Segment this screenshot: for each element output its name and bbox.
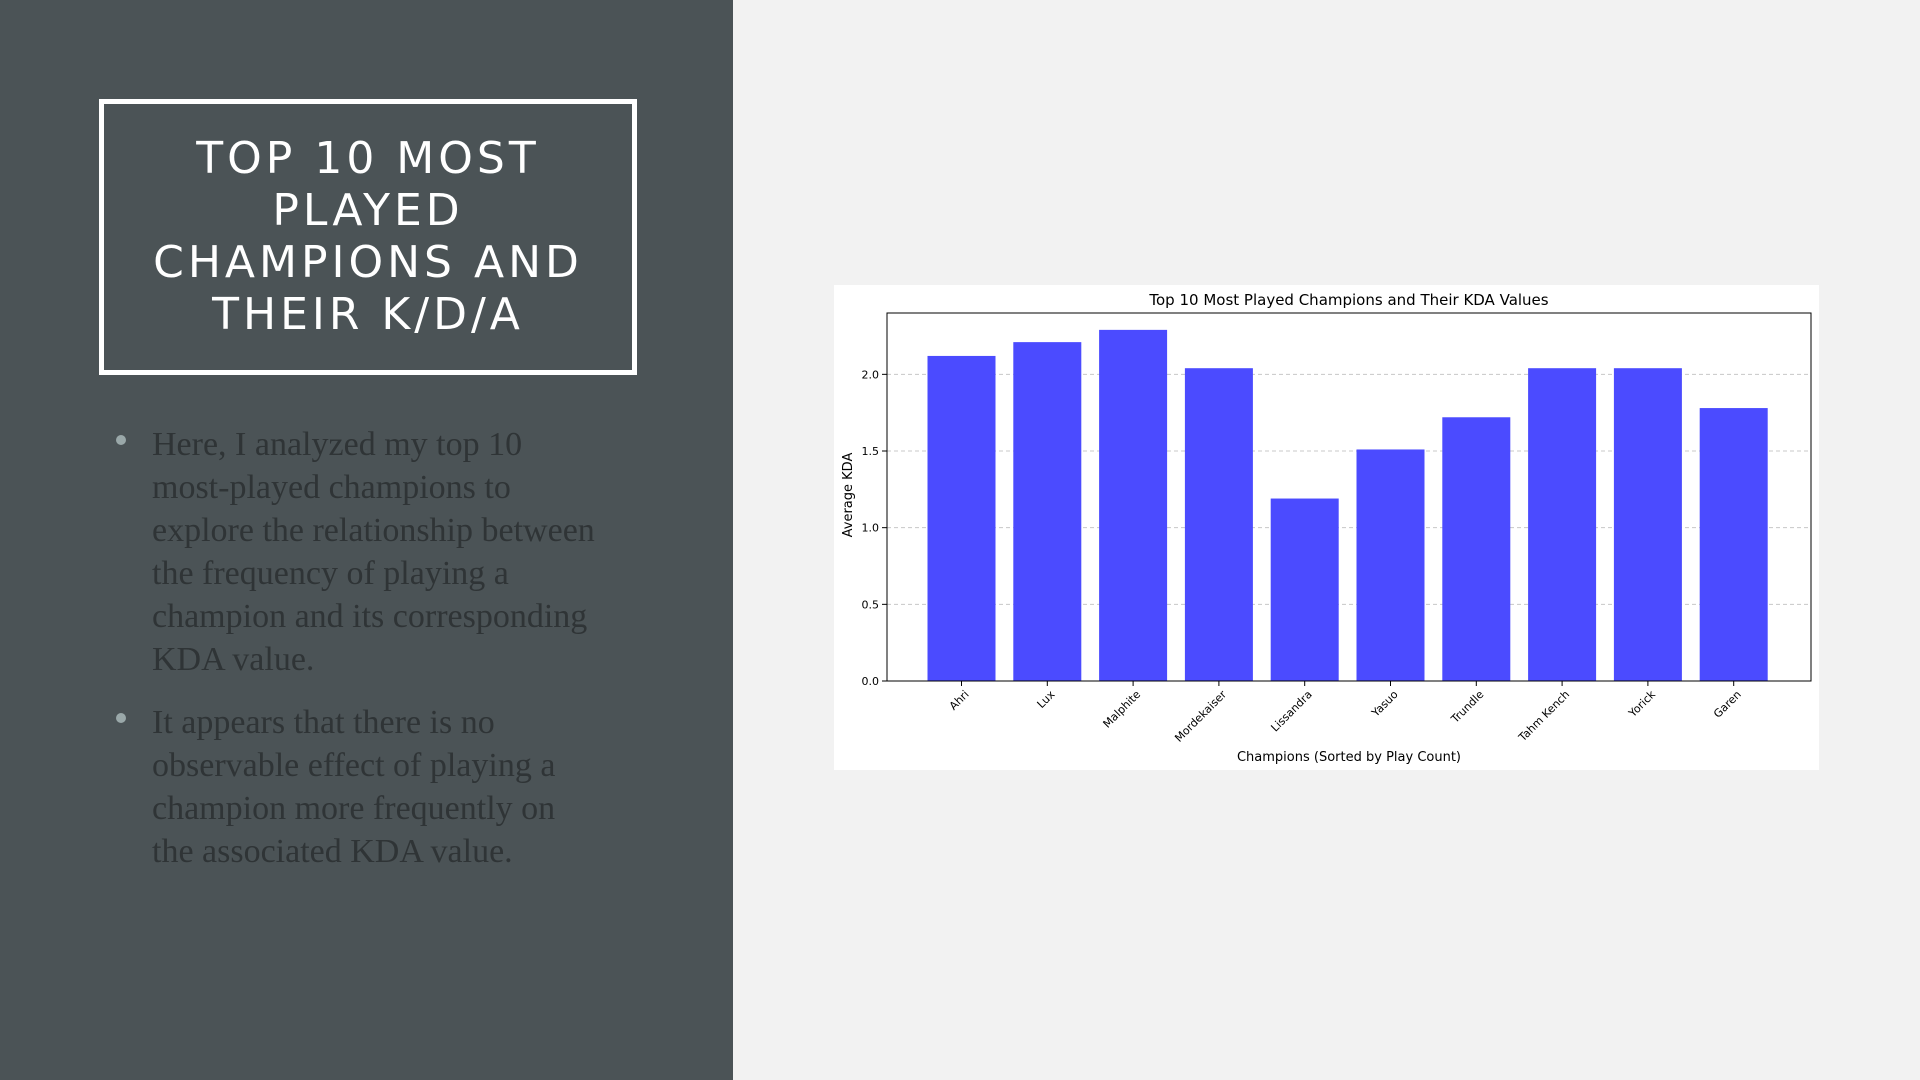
- x-tick-label: Yorick: [1625, 687, 1658, 720]
- bar-chart: Top 10 Most Played Champions and Their K…: [841, 291, 1812, 765]
- y-tick-label: 0.5: [862, 598, 880, 611]
- title-box: Top 10 Most Played Champions and Their K…: [99, 99, 637, 375]
- x-tick-label: Lux: [1034, 688, 1057, 711]
- y-ticks: 0.0 0.5 1.0 1.5 2.0: [862, 368, 887, 688]
- bullet-text: It appears that there is no observable e…: [152, 704, 556, 870]
- y-tick-label: 1.0: [862, 522, 880, 535]
- bullet-dot-icon: [116, 713, 126, 723]
- y-tick-label: 1.5: [862, 445, 880, 458]
- x-tick-label: Ahri: [947, 688, 972, 713]
- bullet-list: Here, I analyzed my top 10 most-played c…: [112, 423, 602, 893]
- x-tick-label: Malphite: [1101, 688, 1144, 731]
- bar-mordekaiser: [1184, 368, 1253, 681]
- bar-malphite: [1099, 329, 1168, 681]
- y-tick-label: 2.0: [862, 368, 880, 381]
- bar-trundle: [1442, 417, 1511, 681]
- bullet-text: Here, I analyzed my top 10 most-played c…: [152, 426, 595, 678]
- bar-lux: [1013, 342, 1082, 681]
- bar-tahm-kench: [1528, 368, 1597, 681]
- x-ticks: Ahri Lux Malphite Mordekaiser Lissandra Yasuo…: [947, 681, 1744, 745]
- x-tick-label: Yasuo: [1369, 688, 1401, 720]
- slide-title: Top 10 Most Played Champions and Their K…: [153, 133, 583, 340]
- plot-frame: [886, 312, 1812, 682]
- chart-title: Top 10 Most Played Champions and Their K…: [1148, 291, 1548, 309]
- bar-yasuo: [1356, 449, 1425, 681]
- bar-garen: [1699, 408, 1768, 681]
- bar-yorick: [1613, 368, 1682, 681]
- x-tick-label: Garen: [1711, 688, 1744, 721]
- y-tick-label: 0.0: [862, 675, 880, 688]
- chart-card: Top 10 Most Played Champions and Their K…: [834, 285, 1819, 770]
- x-axis-label: Champions (Sorted by Play Count): [1237, 750, 1461, 765]
- y-axis-label: Average KDA: [841, 453, 856, 538]
- bar-lissandra: [1270, 498, 1339, 681]
- x-tick-label: Trundle: [1448, 688, 1487, 727]
- bullet-item: It appears that there is no observable e…: [112, 701, 602, 873]
- x-tick-label: Tahm Kench: [1515, 688, 1572, 745]
- bar-ahri: [927, 355, 996, 681]
- x-tick-label: Mordekaiser: [1172, 688, 1229, 745]
- bars: [927, 329, 1768, 681]
- bullet-dot-icon: [116, 435, 126, 445]
- x-tick-label: Lissandra: [1268, 688, 1314, 734]
- bullet-item: Here, I analyzed my top 10 most-played c…: [112, 423, 602, 681]
- left-panel: Top 10 Most Played Champions and Their K…: [0, 0, 733, 1080]
